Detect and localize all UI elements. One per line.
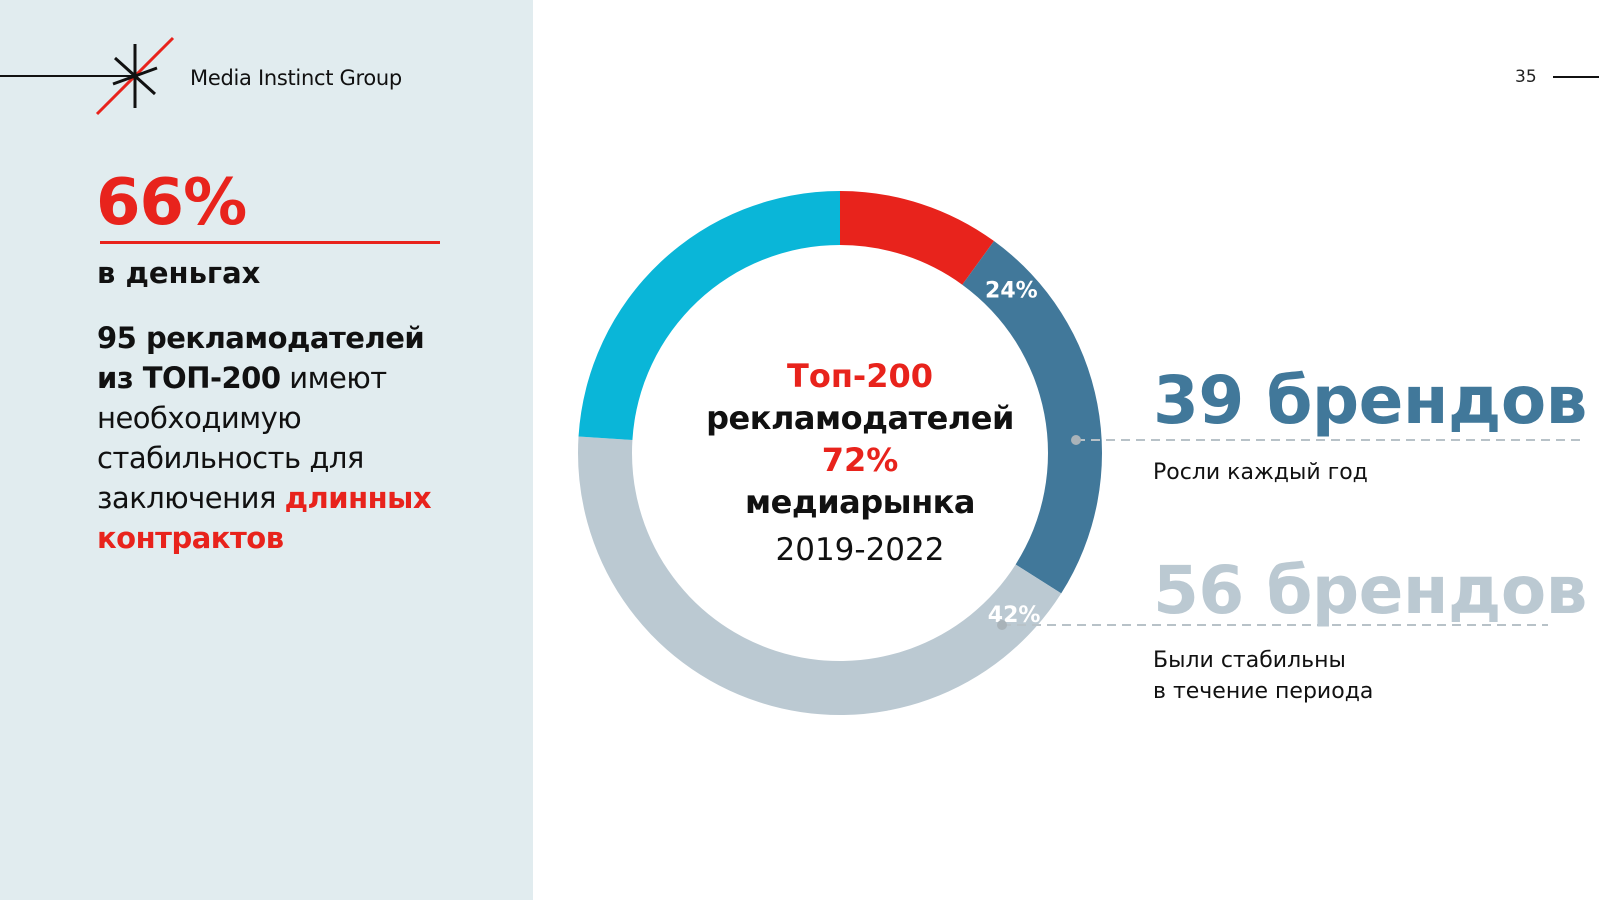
donut-slice-2 [962,241,1102,594]
logo-line [0,75,135,77]
percent-caption: в деньгах [97,256,261,290]
body-bold-1: 95 рекламодателей [97,321,425,355]
donut-slice-3 [578,436,1062,715]
page-number-line [1553,76,1599,78]
leader-dot-2 [997,620,1007,630]
page-number: 35 [1515,67,1537,87]
body-red-1: длинных [284,481,432,515]
donut-slice-label-2: 24% [985,278,1038,303]
body-normal-4: заключения [97,481,285,515]
donut-slice-label-3: 42% [988,603,1041,628]
body-red-2: контрактов [97,521,284,555]
brand-caption-stable: Были стабильны в течение периода [1153,645,1373,707]
logo-text: Media Instinct Group [190,66,402,90]
center-line-4: медиарынка [745,483,975,521]
body-normal-3: стабильность для [97,441,364,475]
brand-caption-growing: Росли каждый год [1153,460,1368,485]
body-normal-2: необходимую [97,401,302,435]
donut-chart: 24% 42% [578,191,1580,715]
brand-caption-stable-1: Были стабильны [1153,648,1346,673]
center-line-2: рекламодателей [706,399,1014,437]
brand-count-growing: 39 брендов [1153,362,1587,439]
body-text: 95 рекламодателей из ТОП-200 имеют необх… [97,318,517,558]
leader-dot-1 [1071,435,1081,445]
brand-caption-stable-2: в течение периода [1153,679,1374,704]
left-panel [0,0,533,900]
center-line-1: Топ-200 [787,357,933,395]
percent-underline [100,241,440,244]
donut-slice-1 [840,191,994,285]
donut-slice-4 [578,191,840,440]
body-bold-2: из ТОП-200 [97,361,281,395]
donut-center-text: Топ-200 рекламодателей 72% медиарынка 20… [700,355,1020,577]
big-percent: 66% [96,166,247,240]
center-line-5: 2019-2022 [775,532,945,568]
body-normal-1: имеют [280,361,387,395]
brand-count-stable: 56 брендов [1153,552,1587,629]
center-line-3: 72% [821,441,899,479]
logo-icon [95,36,175,116]
